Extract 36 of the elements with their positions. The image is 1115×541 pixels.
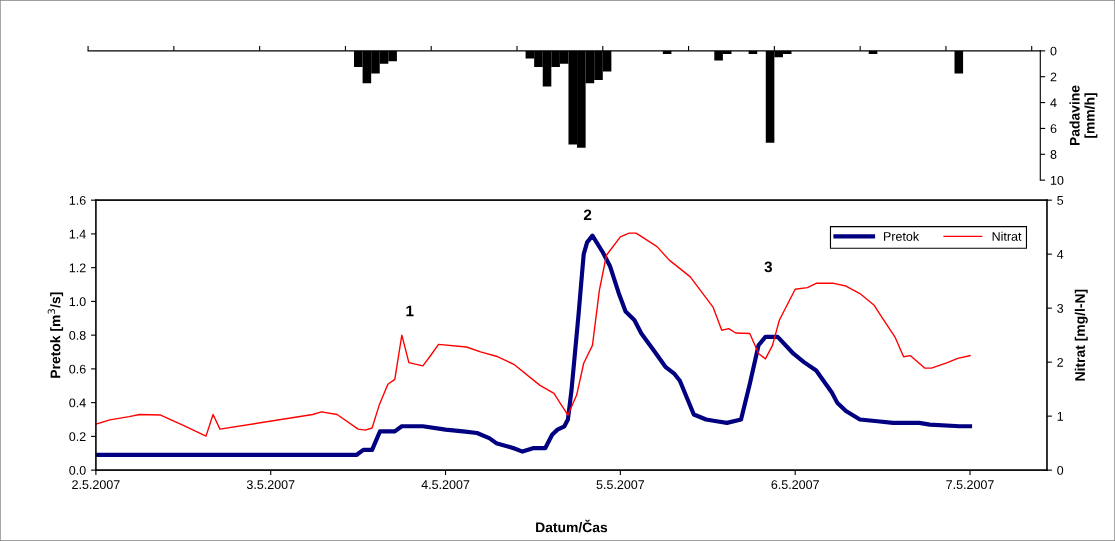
y-tick-label: 1.2 (69, 263, 86, 273)
y2-tick-label: 5 (1057, 196, 1064, 205)
annotation: 2 (583, 209, 592, 221)
y-tick-label: 2 (1050, 72, 1057, 82)
x-tick-label: 2.5.2007 (72, 480, 120, 490)
legend-label: Nitrat (992, 231, 1022, 241)
y-tick-label: 0.6 (69, 364, 86, 374)
y-tick-label: 0.4 (69, 398, 86, 408)
y-tick-label: 1.6 (69, 195, 86, 205)
y-tick-label: 1.4 (69, 229, 86, 239)
annotation: 1 (406, 305, 414, 317)
annotation: 3 (764, 261, 773, 273)
y-tick-label: 0 (1050, 46, 1057, 56)
x-tick-label: 4.5.2007 (421, 480, 470, 490)
y2-tick-label: 2 (1057, 357, 1064, 367)
y-tick-label: 8 (1050, 150, 1057, 159)
legend-label: Pretok (884, 231, 920, 241)
y-tick-label: 1.0 (69, 297, 86, 307)
y-tick-label: 0.8 (69, 330, 86, 340)
y2-tick-label: 1 (1057, 412, 1064, 421)
y-tick-label: 10 (1050, 175, 1064, 185)
y-tick-label: 6 (1050, 124, 1057, 134)
y-axis-title: Pretok [m$^{3}$/s] (47, 292, 64, 378)
y2-tick-label: 4 (1056, 250, 1064, 259)
x-tick-label: 3.5.2007 (246, 480, 295, 490)
y-axis-title: Padavine [mm/h] (1069, 85, 1098, 146)
y2-tick-label: 3 (1057, 303, 1064, 313)
x-axis-title: Datum/Čas (536, 519, 608, 533)
x-tick-label: 5.5.2007 (596, 480, 645, 490)
y-tick-label: 0.0 (69, 465, 86, 475)
y-tick-label: 0.2 (69, 432, 86, 442)
x-tick-label: 6.5.2007 (771, 480, 819, 490)
y2-axis-title: Nitrat [mg/l-N] (1074, 289, 1088, 381)
y-tick-label: 4 (1050, 98, 1057, 108)
y2-tick-label: 0 (1057, 465, 1064, 475)
x-tick-label: 7.5.2007 (946, 480, 994, 490)
